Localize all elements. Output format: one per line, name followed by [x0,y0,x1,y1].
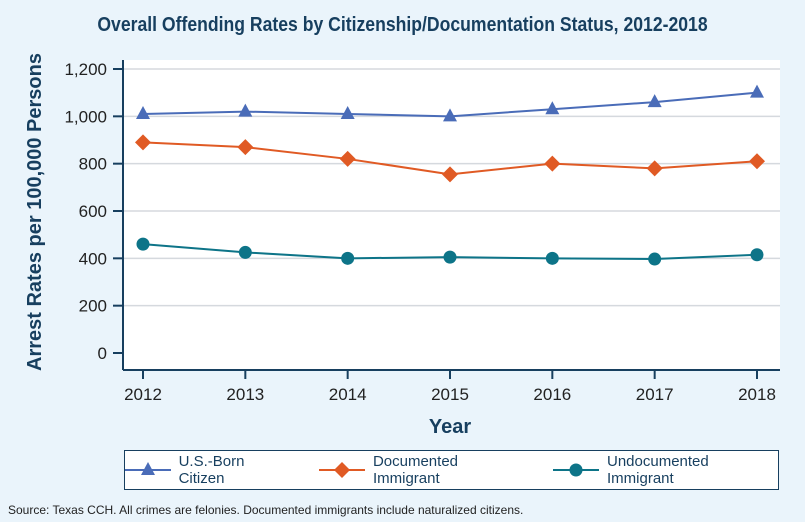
legend-marker [141,462,155,475]
legend-marker [334,462,351,478]
legend-marker [569,463,583,477]
chart-title: Overall Offending Rates by Citizenship/D… [97,14,708,36]
x-tick-label: 2015 [431,385,469,404]
triangle-marker-icon [125,462,171,475]
source-note: Source: Texas CCH. All crimes are feloni… [8,503,524,517]
x-tick-label: 2013 [226,385,264,404]
legend-label: Undocumented Immigrant [607,453,709,487]
data-point-undocumented-immigrant [238,245,252,259]
y-tick-label: 800 [79,155,107,174]
legend-label: U.S.-Born Citizen [178,453,245,487]
x-tick-label: 2017 [636,385,674,404]
circle-marker-icon [553,463,599,477]
x-tick-label: 2016 [533,385,571,404]
data-point-documented-immigrant [544,155,561,172]
data-point-u-s-born-citizen [136,105,150,119]
x-tick-label: 2012 [124,385,162,404]
x-tick-label: 2014 [329,385,367,404]
legend-label: Documented Immigrant [372,453,459,487]
y-tick-label: 0 [98,344,107,363]
legend-item-u-s-born-citizen: U.S.-Born Citizen [125,453,293,487]
legend-item-undocumented-immigrant: Undocumented Immigrant [553,453,778,487]
data-point-documented-immigrant [646,160,663,177]
data-point-undocumented-immigrant [136,237,150,251]
y-tick-label: 200 [79,297,107,316]
y-tick-label: 600 [79,202,107,221]
data-point-documented-immigrant [135,134,151,151]
diamond-marker-icon [319,462,365,478]
y-tick-label: 1,200 [64,60,107,79]
data-point-u-s-born-citizen [750,84,764,98]
data-point-documented-immigrant [442,166,458,183]
legend-item-documented-immigrant: Documented Immigrant [319,453,527,487]
data-point-documented-immigrant [339,150,356,167]
data-point-undocumented-immigrant [648,252,662,266]
legend: U.S.-Born Citizen Documented Immigrant Und… [124,450,779,490]
data-point-undocumented-immigrant [545,251,559,265]
data-point-u-s-born-citizen [443,108,457,122]
data-point-u-s-born-citizen [545,101,560,115]
data-point-undocumented-immigrant [443,250,457,264]
x-tick-label: 2018 [738,385,776,404]
plot-area [123,60,780,370]
data-point-documented-immigrant [237,139,254,156]
y-axis-label: Arrest Rates per 100,000 Persons [24,53,46,371]
data-point-undocumented-immigrant [750,248,764,262]
data-point-documented-immigrant [749,153,765,170]
x-axis-label: Year [429,416,471,438]
data-point-u-s-born-citizen [238,103,253,117]
y-tick-label: 1,000 [64,107,107,126]
y-tick-label: 400 [79,249,107,268]
data-point-undocumented-immigrant [341,251,355,265]
data-point-u-s-born-citizen [647,94,662,108]
data-point-u-s-born-citizen [340,105,355,119]
